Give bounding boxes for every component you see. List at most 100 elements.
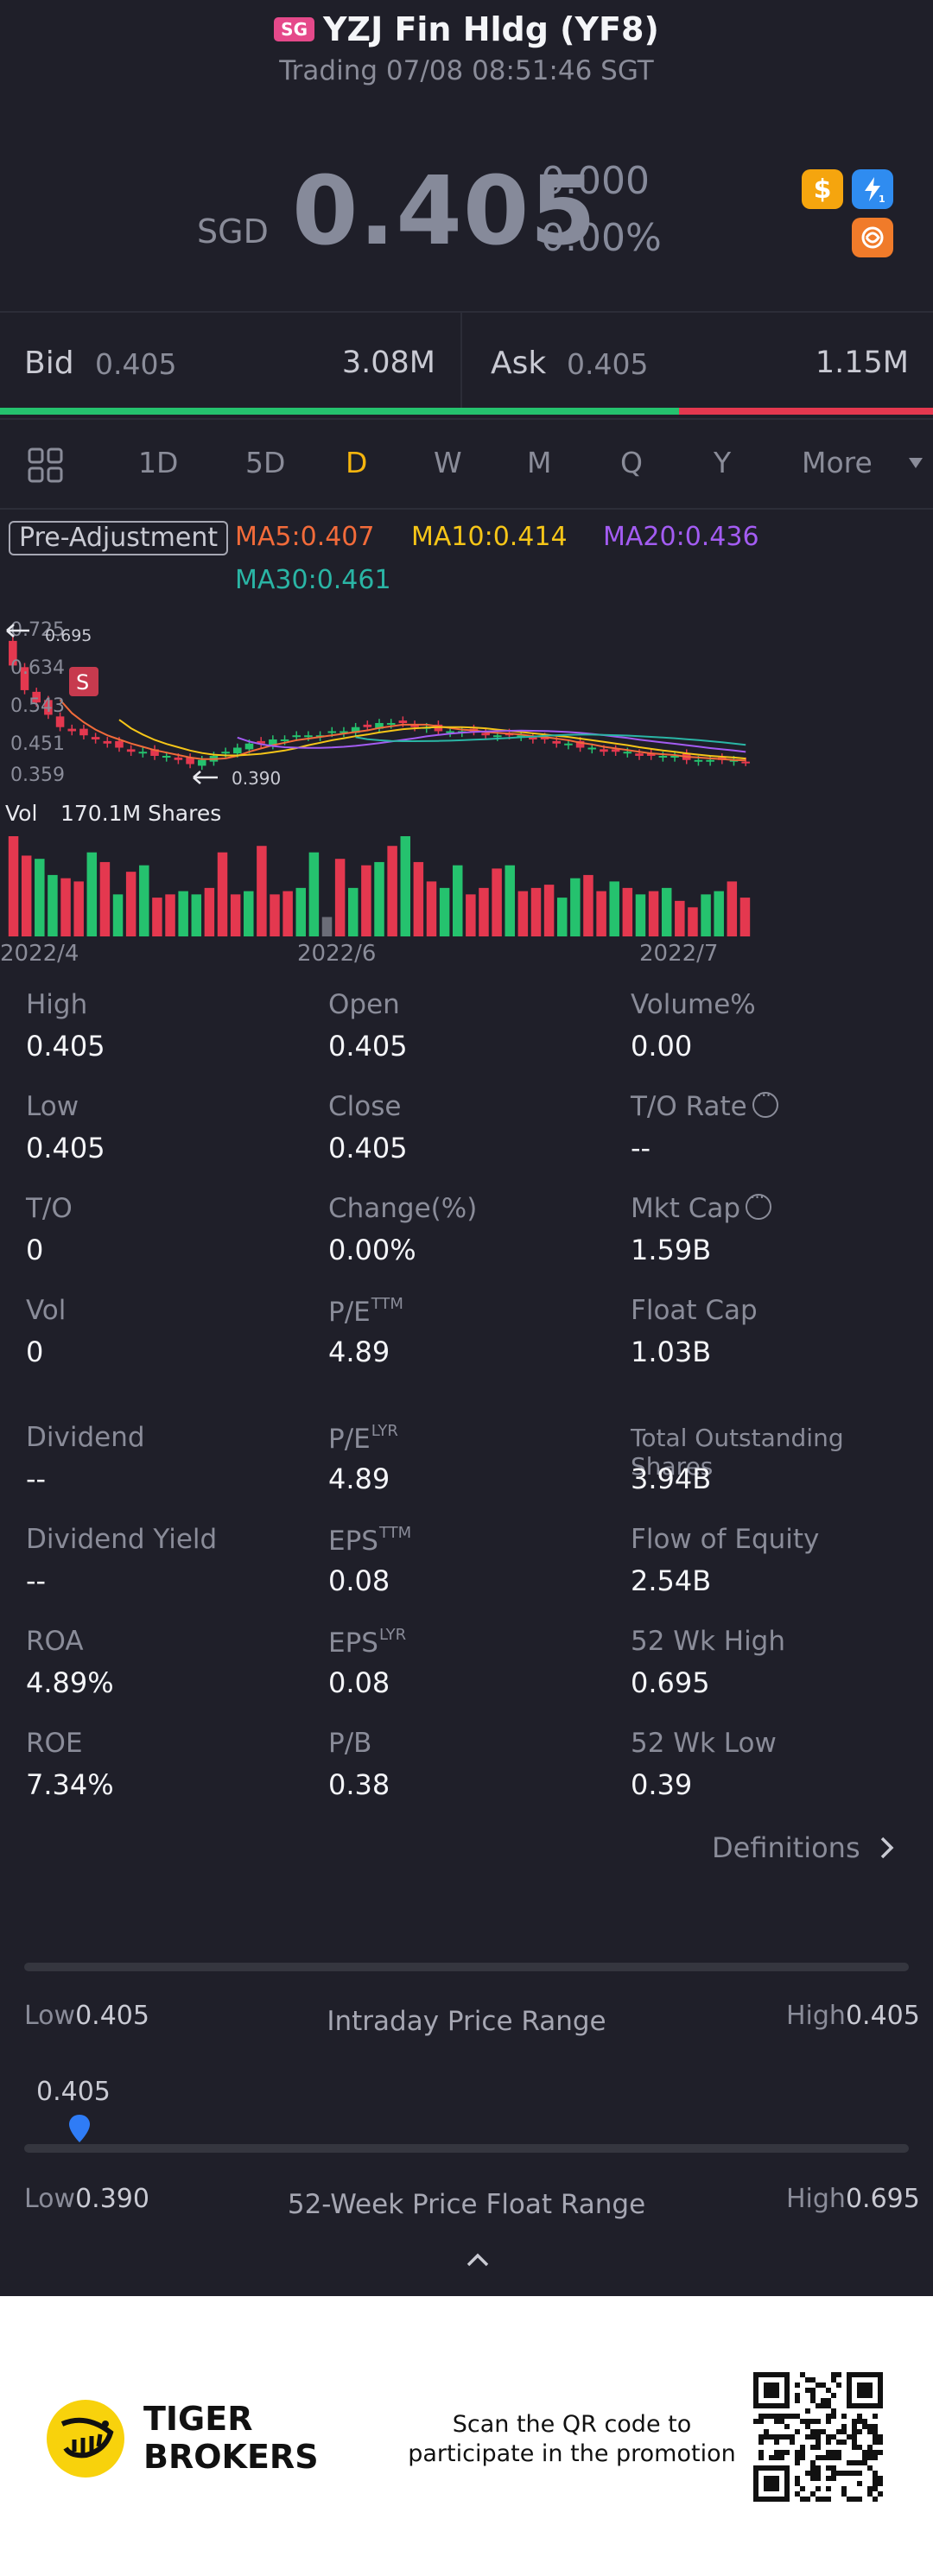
candle-body	[91, 737, 100, 739]
candlestick-chart[interactable]: 0.725 0.634 0.543 0.451 0.359 0.695 S 0.…	[0, 605, 933, 976]
ma30-line	[355, 733, 746, 746]
qr-module	[873, 2440, 878, 2445]
qr-module	[800, 2450, 805, 2455]
tab-5d[interactable]: 5D	[245, 446, 286, 479]
chevron-up-icon[interactable]	[465, 2251, 491, 2268]
qr-module	[862, 2455, 867, 2460]
qr-module	[805, 2497, 810, 2502]
qr-module	[795, 2481, 800, 2486]
info-icon[interactable]	[752, 1085, 778, 1118]
qr-module	[758, 2455, 764, 2460]
volume-bar	[348, 887, 359, 936]
stat-low-label: Low	[26, 1091, 79, 1122]
dollar-badge-icon[interactable]: $	[802, 169, 843, 209]
qr-module	[836, 2471, 841, 2476]
price-change-percent: 0.00%	[541, 216, 662, 260]
bid-ask-divider	[460, 313, 462, 409]
volume-bar	[152, 898, 162, 936]
volume-bar	[648, 891, 659, 936]
tab-quarter[interactable]: Q	[620, 446, 643, 479]
qr-module	[852, 2434, 857, 2440]
qr-module	[857, 2460, 862, 2465]
52week-high: High0.695	[786, 2184, 920, 2214]
candle-body	[79, 728, 88, 736]
qr-module	[810, 2491, 816, 2497]
candle-body	[351, 726, 360, 733]
stat-52wk-high-label: 52 Wk High	[631, 1626, 786, 1657]
candle-body	[280, 739, 289, 741]
volume-bar	[452, 865, 463, 936]
volume-bar	[244, 891, 254, 936]
qr-module	[847, 2497, 852, 2502]
qr-module	[831, 2455, 836, 2460]
stat-eps-lyr-sup: LYR	[378, 1626, 407, 1644]
qr-module	[826, 2486, 831, 2491]
qr-module	[800, 2445, 805, 2450]
orange-swirl-icon[interactable]	[852, 218, 893, 257]
volume-bar	[492, 868, 502, 936]
candle-body	[103, 740, 112, 744]
volume-bar	[727, 881, 738, 936]
candle-body	[658, 756, 668, 758]
qr-module	[774, 2455, 779, 2460]
tab-month[interactable]: M	[527, 446, 552, 479]
volume-bar	[505, 865, 515, 936]
stat-flow-equity-label: Flow of Equity	[631, 1524, 820, 1555]
candle-body	[32, 691, 41, 703]
candle-body	[386, 722, 396, 725]
candle-body	[340, 731, 348, 733]
candle-body	[44, 700, 53, 715]
qr-module	[800, 2419, 805, 2424]
qr-module	[790, 2414, 795, 2419]
tab-more[interactable]: More	[802, 446, 873, 479]
tab-1d[interactable]: 1D	[138, 446, 179, 479]
qr-module	[831, 2414, 836, 2419]
stat-roa-label: ROA	[26, 1626, 84, 1657]
qr-module	[795, 2414, 800, 2419]
stat-dividend-value: --	[26, 1462, 47, 1495]
qr-module	[810, 2398, 816, 2403]
qr-code-icon[interactable]	[753, 2372, 883, 2502]
intraday-low: Low0.405	[24, 2001, 149, 2031]
tab-week[interactable]: W	[434, 446, 462, 479]
qr-module	[821, 2382, 826, 2388]
qr-module	[795, 2429, 800, 2434]
qr-module	[774, 2434, 779, 2440]
qr-module	[764, 2434, 769, 2440]
qr-module	[816, 2497, 821, 2502]
lightning-1-icon[interactable]: 1	[852, 169, 893, 209]
volume-bar	[21, 855, 32, 936]
52week-range-title: 52-Week Price Float Range	[287, 2189, 646, 2220]
candle-body	[611, 749, 620, 752]
definitions-link[interactable]: Definitions	[712, 1831, 897, 1864]
info-icon[interactable]	[746, 1187, 772, 1220]
volume-bar	[570, 878, 581, 936]
pre-adjustment-toggle[interactable]: Pre-Adjustment	[9, 521, 229, 555]
volume-bar	[688, 907, 698, 936]
qr-module	[852, 2471, 857, 2476]
candle-body	[600, 749, 608, 752]
volume-bar	[191, 894, 202, 936]
ma5-line	[59, 699, 746, 762]
layout-grid-icon[interactable]	[28, 447, 64, 484]
sell-signal-badge	[69, 667, 98, 696]
candle-body	[363, 724, 372, 727]
stat-eps-lyr-label: EPS	[328, 1627, 378, 1659]
qr-module	[810, 2471, 816, 2476]
volume-bar	[466, 894, 476, 936]
ask-label: Ask	[491, 346, 547, 381]
stat-dividend-label: Dividend	[26, 1422, 145, 1453]
stat-to-label: T/O	[26, 1193, 73, 1224]
volume-bar	[295, 887, 307, 936]
qr-module	[831, 2434, 836, 2440]
chevron-right-icon	[880, 1837, 894, 1859]
qr-module	[836, 2455, 841, 2460]
qr-module	[758, 2440, 764, 2445]
qr-module	[831, 2450, 836, 2455]
promo-text: Scan the QR code to participate in the p…	[406, 2410, 738, 2469]
volume-bar	[596, 891, 606, 936]
tab-day[interactable]: D	[346, 446, 368, 479]
chevron-down-icon[interactable]	[909, 458, 923, 468]
tab-year[interactable]: Y	[714, 446, 732, 479]
qr-module	[873, 2486, 878, 2491]
